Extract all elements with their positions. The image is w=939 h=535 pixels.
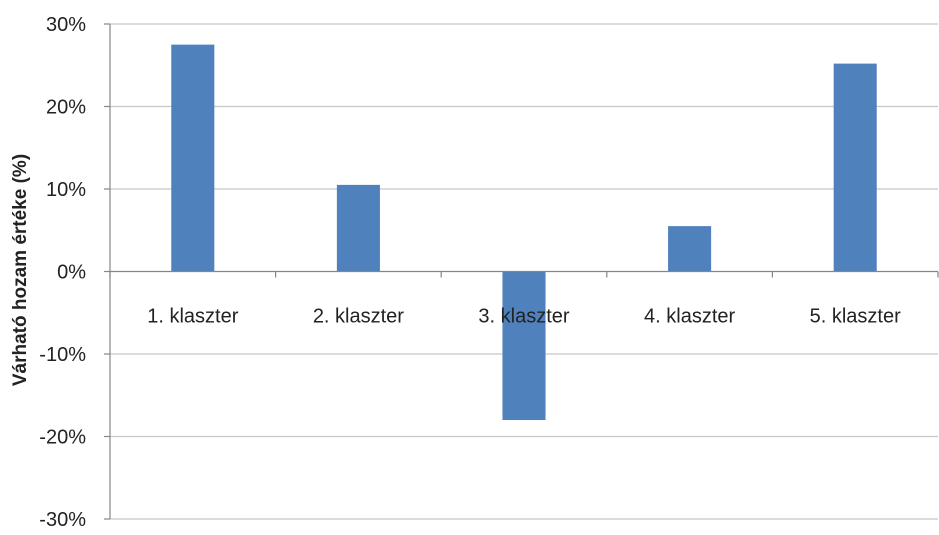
- category-label: 3. klaszter: [478, 306, 569, 328]
- axes: [104, 23, 939, 520]
- gridlines: [110, 23, 938, 520]
- bars: [171, 44, 877, 420]
- y-axis-title: Várható hozam értéke (%): [10, 154, 31, 386]
- bar: [171, 44, 215, 272]
- bar: [502, 271, 546, 420]
- y-tick-label: -20%: [39, 427, 86, 449]
- category-labels: 1. klaszter 2. klaszter 3. klaszter 4. klas…: [147, 306, 901, 328]
- y-tick-label: -10%: [39, 344, 86, 366]
- y-tick-label: 0%: [57, 262, 86, 284]
- category-label: 1. klaszter: [147, 306, 238, 328]
- category-label: 2. klaszter: [313, 306, 404, 328]
- category-label: 5. klaszter: [810, 306, 901, 328]
- y-tick-label: 30%: [46, 14, 86, 36]
- y-tick-label: -30%: [39, 509, 86, 530]
- bar: [833, 63, 877, 272]
- bar: [668, 226, 712, 272]
- y-tick-label: 10%: [46, 179, 86, 201]
- y-tick-labels: 30% 20% 10% 0% -10% -20% -30%: [39, 14, 86, 531]
- bar: [336, 184, 380, 272]
- category-label: 4. klaszter: [644, 306, 735, 328]
- y-tick-label: 20%: [46, 97, 86, 119]
